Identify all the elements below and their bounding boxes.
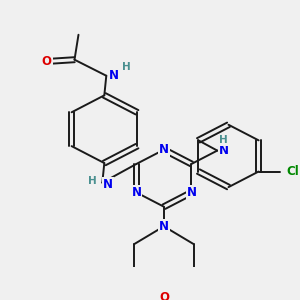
- Text: N: N: [131, 186, 141, 199]
- Text: N: N: [103, 178, 113, 191]
- Text: H: H: [88, 176, 97, 186]
- Text: N: N: [219, 144, 229, 157]
- Text: O: O: [42, 55, 52, 68]
- Text: O: O: [159, 291, 169, 300]
- Text: H: H: [122, 62, 130, 72]
- Text: H: H: [219, 135, 228, 145]
- Text: Cl: Cl: [286, 165, 299, 178]
- Text: N: N: [159, 143, 169, 156]
- Text: N: N: [109, 69, 119, 82]
- Text: N: N: [159, 220, 169, 233]
- Text: N: N: [186, 186, 197, 199]
